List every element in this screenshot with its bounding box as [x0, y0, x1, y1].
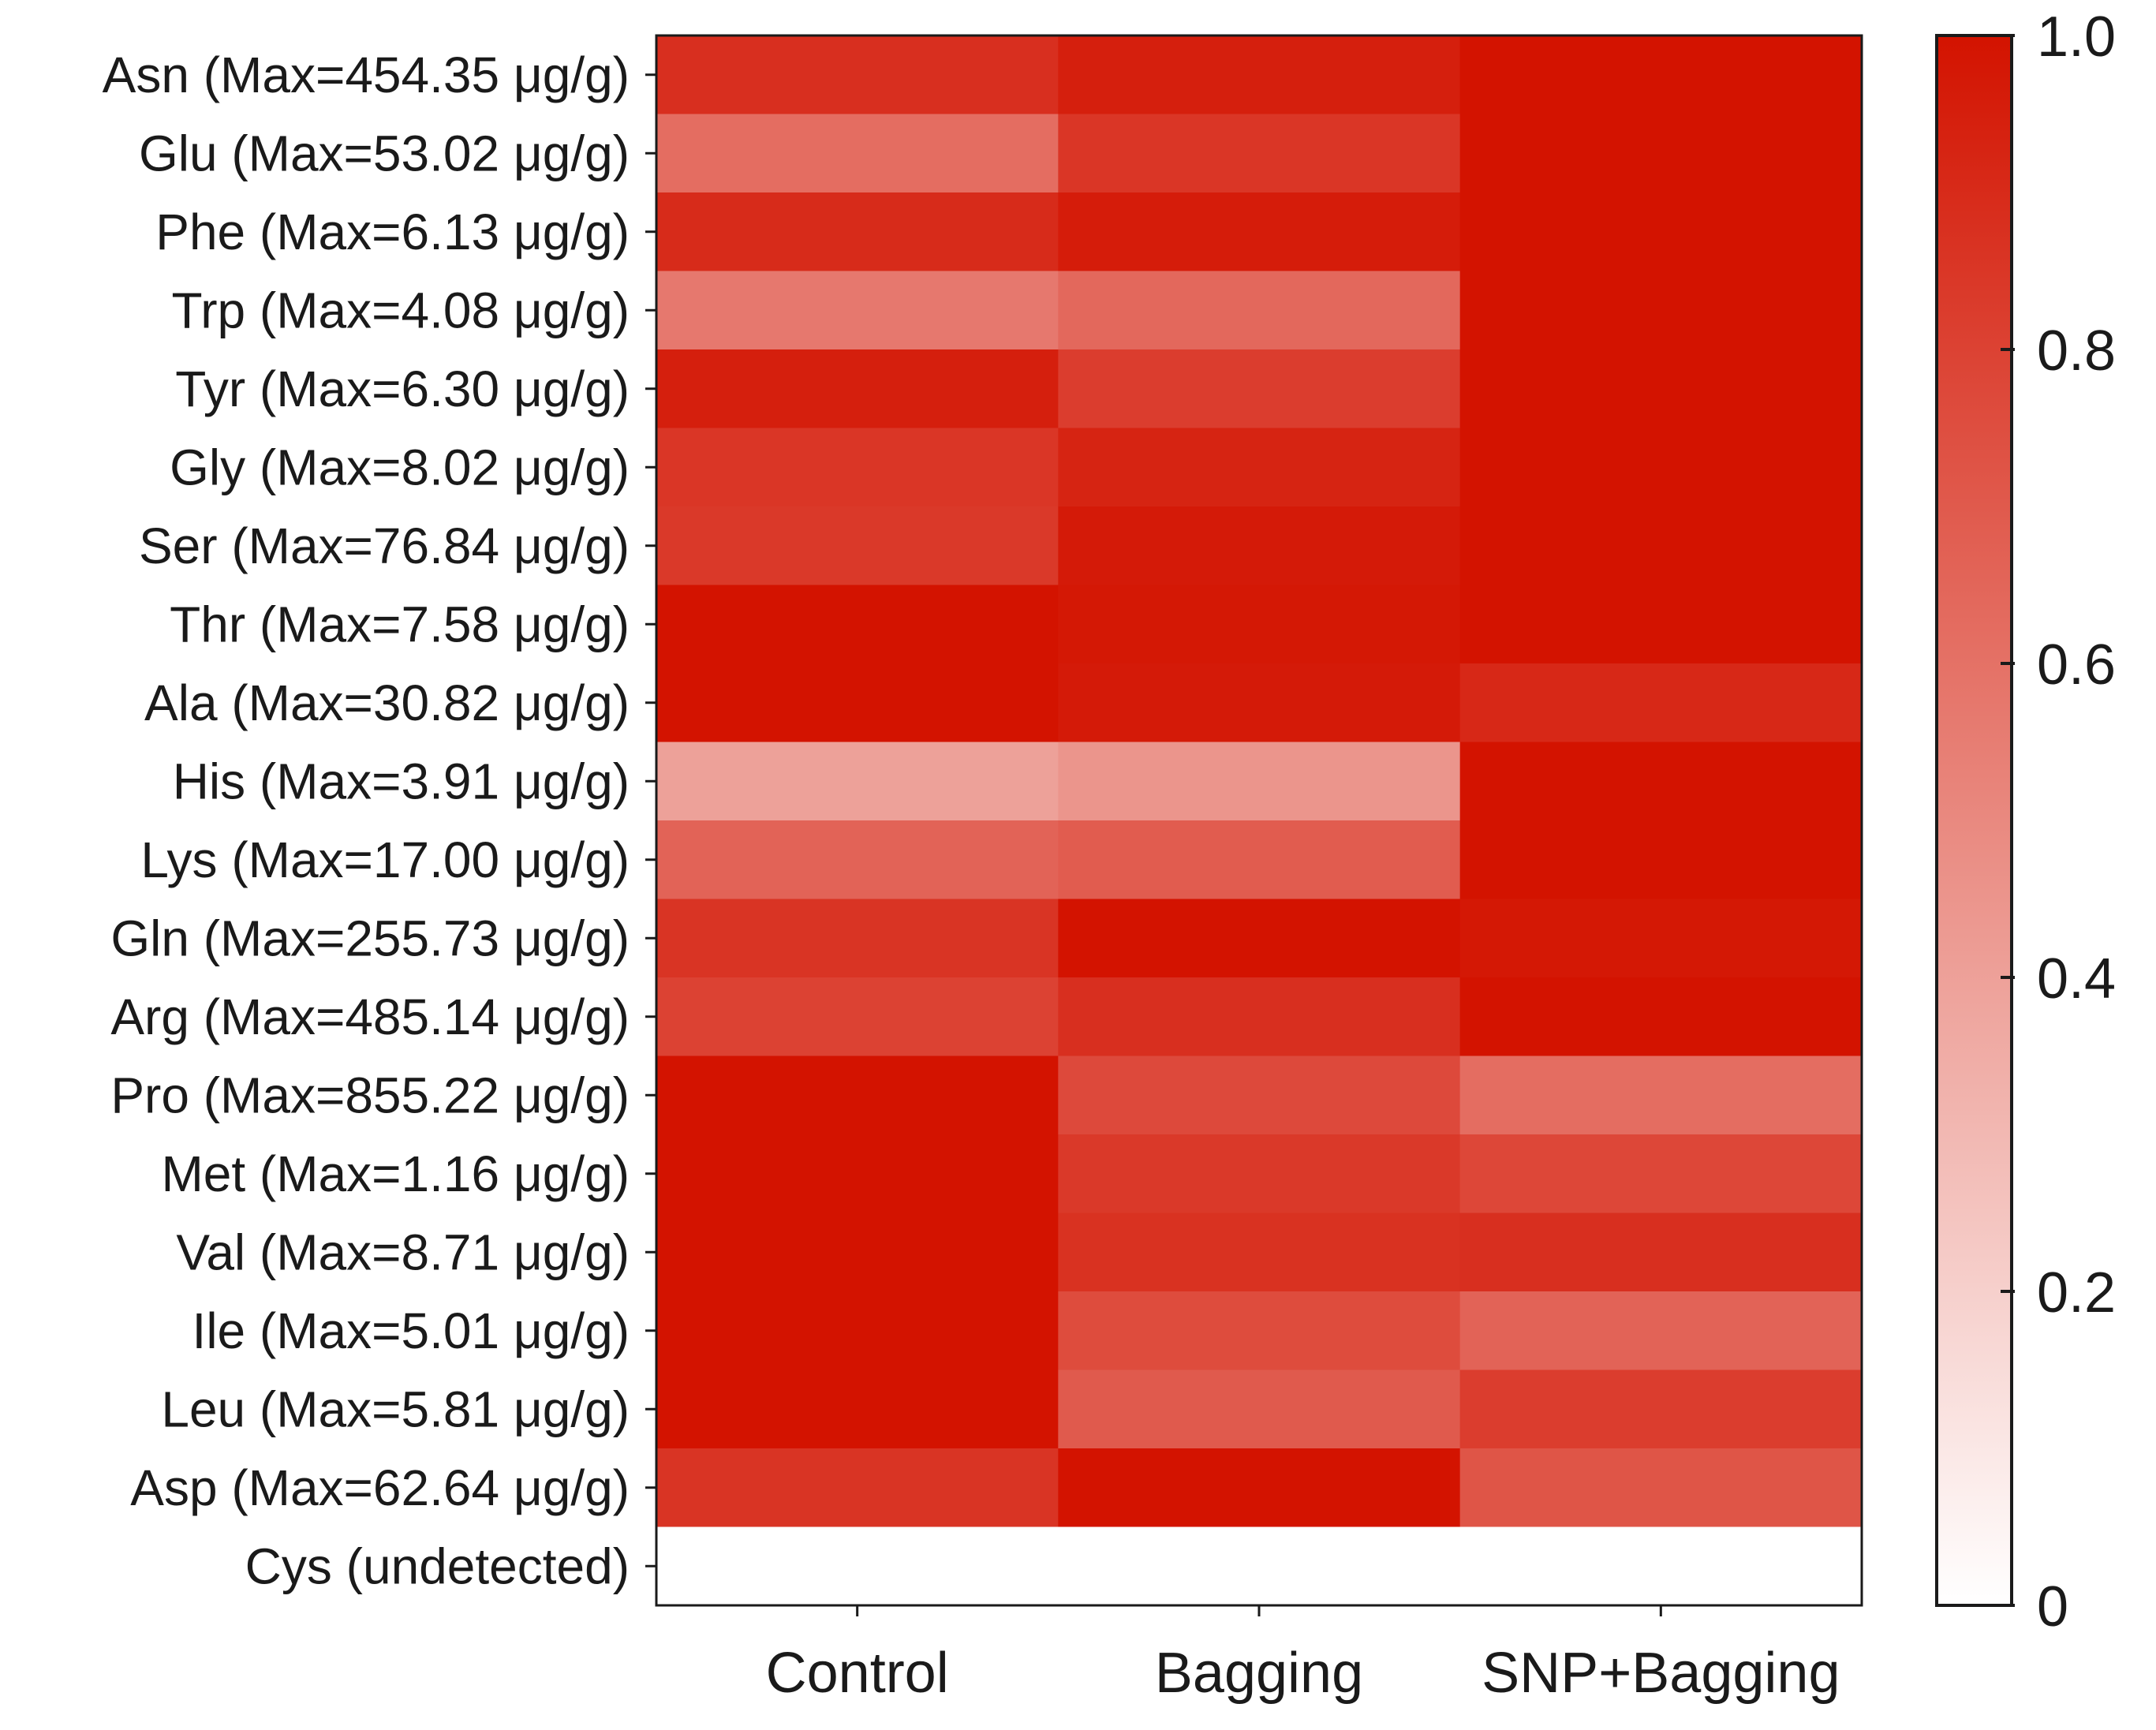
heatmap-cell-ser-control	[656, 506, 1059, 586]
row-label-gln: Gln (Max=255.73 μg/g)	[110, 910, 630, 966]
column-label-snp-bagging: SNP+Bagging	[1482, 1642, 1840, 1705]
colorbar: 0 0.2 0.4 0.6 0.8 1.0	[1935, 6, 2116, 1638]
heatmap-cell-ser-snp-bagging	[1459, 506, 1863, 586]
heatmap-cell-met-bagging	[1058, 1134, 1461, 1214]
colorbar-gradient	[1935, 34, 2013, 1607]
column-label-control: Control	[766, 1642, 949, 1705]
heatmap-cell-val-snp-bagging	[1459, 1212, 1863, 1292]
heatmap-cell-glu-snp-bagging	[1459, 114, 1863, 193]
heatmap-cell-val-control	[656, 1212, 1059, 1292]
colorbar-tick-label: 0.8	[2037, 319, 2116, 383]
heatmap-cell-pro-bagging	[1058, 1056, 1461, 1135]
heatmap-cell-met-snp-bagging	[1459, 1134, 1863, 1214]
row-label-lys: Lys (Max=17.00 μg/g)	[140, 831, 630, 888]
heatmap-cell-phe-control	[656, 192, 1059, 272]
heatmap-cell-asp-control	[656, 1448, 1059, 1528]
heatmap-cell-lys-snp-bagging	[1459, 820, 1863, 900]
row-label-glu: Glu (Max=53.02 μg/g)	[139, 125, 630, 181]
row-label-ile: Ile (Max=5.01 μg/g)	[192, 1302, 630, 1359]
heatmap-cell-ala-snp-bagging	[1459, 663, 1863, 743]
heatmap-cell-asn-control	[656, 35, 1059, 115]
heatmap-cell-trp-snp-bagging	[1459, 271, 1863, 350]
heatmap-cell-arg-control	[656, 977, 1059, 1057]
heatmap-cell-thr-control	[656, 585, 1059, 664]
heatmap-cell-asn-bagging	[1058, 35, 1461, 115]
heatmap-cell-his-bagging	[1058, 742, 1461, 821]
heatmap-cells	[656, 35, 1863, 1606]
colorbar-tick-label: 0.6	[2037, 633, 2116, 697]
heatmap-cell-ser-bagging	[1058, 506, 1461, 586]
heatmap-cell-phe-snp-bagging	[1459, 192, 1863, 272]
heatmap-cell-his-snp-bagging	[1459, 742, 1863, 821]
heatmap-cell-ala-bagging	[1058, 663, 1461, 743]
heatmap-cell-gln-snp-bagging	[1459, 899, 1863, 978]
column-label-bagging: Bagging	[1155, 1642, 1363, 1705]
heatmap-cell-ile-bagging	[1058, 1291, 1461, 1371]
row-label-his: His (Max=3.91 μg/g)	[173, 753, 630, 809]
heatmap-cell-ala-control	[656, 663, 1059, 743]
heatmap-cell-cys-control	[656, 1526, 1059, 1606]
colorbar-tick-label: 0	[2037, 1575, 2068, 1638]
heatmap-cell-cys-bagging	[1058, 1526, 1461, 1606]
plot-frame	[655, 34, 1863, 1607]
row-label-tyr: Tyr (Max=6.30 μg/g)	[175, 361, 630, 417]
heatmap-cell-trp-control	[656, 271, 1059, 350]
heatmap-cell-pro-snp-bagging	[1459, 1056, 1863, 1135]
row-label-cys: Cys (undetected)	[245, 1538, 630, 1594]
row-label-asn: Asn (Max=454.35 μg/g)	[103, 47, 630, 103]
row-label-arg: Arg (Max=485.14 μg/g)	[110, 988, 630, 1045]
heatmap-cell-phe-bagging	[1058, 192, 1461, 272]
heatmap-cell-leu-snp-bagging	[1459, 1369, 1863, 1449]
heatmap-cell-arg-bagging	[1058, 977, 1461, 1057]
heatmap-cell-tyr-control	[656, 349, 1059, 429]
row-label-gly: Gly (Max=8.02 μg/g)	[170, 439, 630, 495]
column-labels: Control Bagging SNP+Bagging	[766, 1605, 1840, 1705]
heatmap-cell-arg-snp-bagging	[1459, 977, 1863, 1057]
row-label-leu: Leu (Max=5.81 μg/g)	[161, 1381, 630, 1437]
row-label-val: Val (Max=8.71 μg/g)	[176, 1224, 630, 1280]
heatmap-cell-met-control	[656, 1134, 1059, 1214]
heatmap-cell-leu-bagging	[1058, 1369, 1461, 1449]
heatmap-cell-leu-control	[656, 1369, 1059, 1449]
heatmap-cell-tyr-bagging	[1058, 349, 1461, 429]
heatmap-cell-val-bagging	[1058, 1212, 1461, 1292]
heatmap-cell-gln-control	[656, 899, 1059, 978]
row-label-thr: Thr (Max=7.58 μg/g)	[170, 596, 630, 652]
heatmap-cell-cys-snp-bagging	[1459, 1526, 1863, 1606]
heatmap-cell-ile-control	[656, 1291, 1059, 1371]
heatmap-cell-trp-bagging	[1058, 271, 1461, 350]
heatmap-cell-glu-bagging	[1058, 114, 1461, 193]
heatmap-cell-glu-control	[656, 114, 1059, 193]
heatmap-cell-his-control	[656, 742, 1059, 821]
heatmap-cell-ile-snp-bagging	[1459, 1291, 1863, 1371]
heatmap-cell-asn-snp-bagging	[1459, 35, 1863, 115]
heatmap-cell-pro-control	[656, 1056, 1059, 1135]
row-label-asp: Asp (Max=62.64 μg/g)	[130, 1459, 630, 1516]
heatmap-cell-thr-snp-bagging	[1459, 585, 1863, 664]
row-label-ala: Ala (Max=30.82 μg/g)	[144, 674, 630, 731]
row-label-phe: Phe (Max=6.13 μg/g)	[155, 204, 630, 260]
heatmap-cell-asp-snp-bagging	[1459, 1448, 1863, 1528]
heatmap-cell-lys-bagging	[1058, 820, 1461, 900]
row-label-pro: Pro (Max=855.22 μg/g)	[110, 1067, 630, 1123]
heatmap-cell-lys-control	[656, 820, 1059, 900]
heatmap-cell-tyr-snp-bagging	[1459, 349, 1863, 429]
row-labels: Asn (Max=454.35 μg/g) Glu (Max=53.02 μg/g…	[103, 47, 656, 1594]
heatmap-cell-gly-control	[656, 428, 1059, 507]
heatmap-cell-gln-bagging	[1058, 899, 1461, 978]
heatmap-cell-gly-bagging	[1058, 428, 1461, 507]
row-label-ser: Ser (Max=76.84 μg/g)	[139, 518, 630, 574]
row-label-trp: Trp (Max=4.08 μg/g)	[172, 282, 630, 338]
colorbar-tick-label: 0.4	[2037, 947, 2116, 1011]
row-label-met: Met (Max=1.16 μg/g)	[161, 1145, 630, 1202]
heatmap-cell-asp-bagging	[1058, 1448, 1461, 1528]
heatmap-cell-gly-snp-bagging	[1459, 428, 1863, 507]
heatmap-cell-thr-bagging	[1058, 585, 1461, 664]
colorbar-tick-label: 0.2	[2037, 1261, 2116, 1325]
colorbar-tick-label: 1.0	[2037, 6, 2116, 69]
